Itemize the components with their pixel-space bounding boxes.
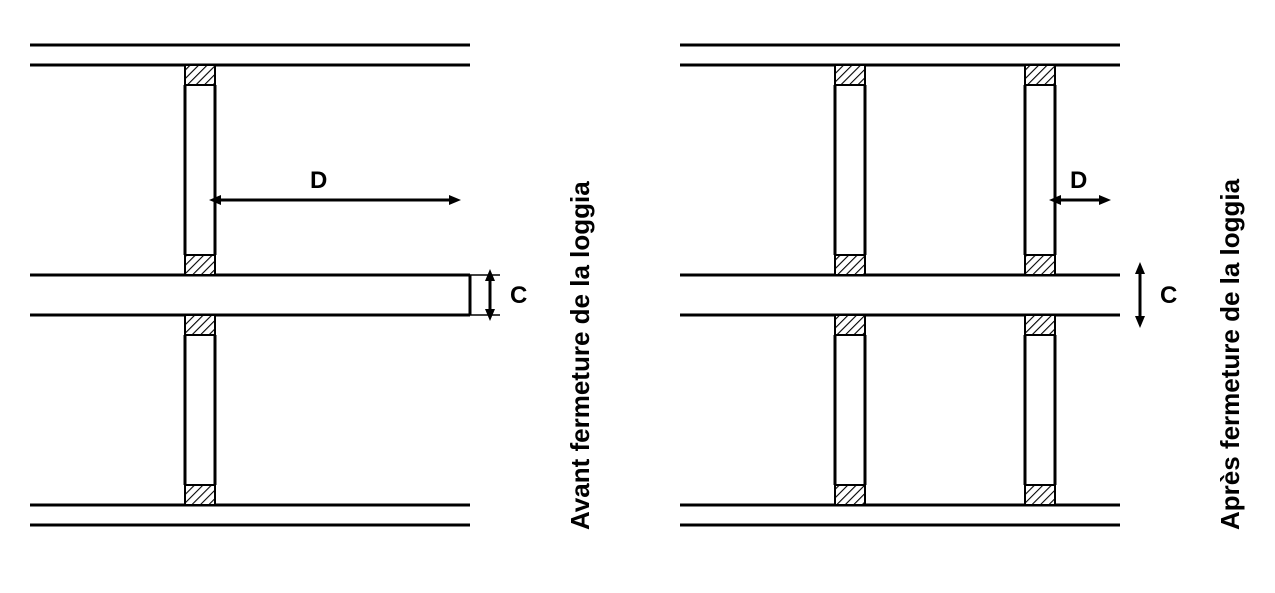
joint-hatch (185, 255, 215, 275)
joint-hatch (1025, 485, 1055, 505)
diagram-canvas: D C D C (0, 0, 1275, 593)
joint-hatch (835, 65, 865, 85)
joint-hatch (835, 255, 865, 275)
joint-hatch (1025, 315, 1055, 335)
joint-hatch (835, 315, 865, 335)
joint-hatch (185, 65, 215, 85)
joint-hatch (185, 315, 215, 335)
dim-c-right: C (1160, 282, 1177, 309)
joint-hatch (1025, 255, 1055, 275)
caption-left: Avant fermeture de la loggia (565, 181, 596, 530)
dim-d-left: D (310, 167, 327, 194)
joint-hatch (185, 485, 215, 505)
dim-d-right: D (1070, 167, 1087, 194)
dim-c-left: C (510, 282, 527, 309)
caption-right: Après fermeture de la loggia (1215, 179, 1246, 530)
joint-hatch (1025, 65, 1055, 85)
joint-hatch (835, 485, 865, 505)
